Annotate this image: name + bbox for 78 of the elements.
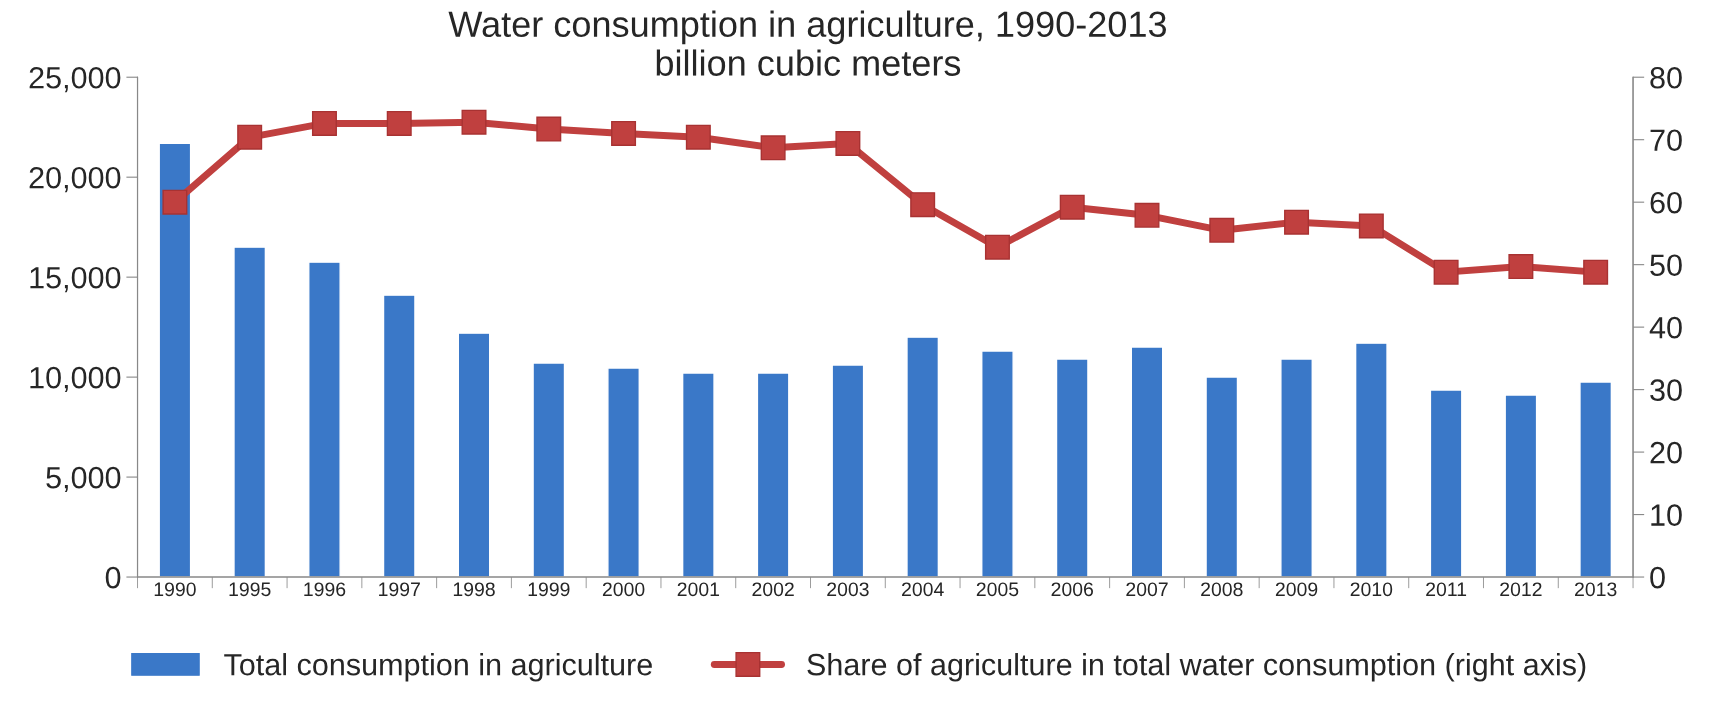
y-tick-label: 0 bbox=[105, 566, 121, 589]
point bbox=[760, 135, 786, 161]
bar bbox=[233, 246, 267, 578]
x-tick-label: 1996 bbox=[304, 582, 346, 597]
point bbox=[1209, 217, 1235, 243]
y2-tick-label: 80 bbox=[1650, 66, 1682, 89]
x-tick-label: 2010 bbox=[1350, 582, 1393, 597]
point bbox=[1508, 254, 1534, 280]
bar bbox=[906, 336, 940, 578]
y-tick-label: 25,000 bbox=[29, 66, 121, 93]
x-tick-label: 2006 bbox=[1051, 582, 1093, 597]
x-tick-label: 1995 bbox=[229, 582, 271, 597]
point bbox=[835, 130, 861, 156]
point bbox=[386, 110, 412, 136]
y-tick-label: 5,000 bbox=[46, 466, 121, 493]
point bbox=[1284, 209, 1310, 235]
bar bbox=[532, 362, 566, 578]
y2-tick-label: 40 bbox=[1649, 316, 1682, 339]
point bbox=[311, 110, 337, 136]
y2-tick-label: 30 bbox=[1650, 379, 1682, 401]
x-tick-label: 2013 bbox=[1575, 582, 1617, 597]
y2-tick-label: 10 bbox=[1651, 504, 1682, 526]
x-tick-label: 1997 bbox=[379, 582, 420, 597]
y2-tick-label: 70 bbox=[1650, 129, 1682, 152]
x-tick-label: 2007 bbox=[1126, 582, 1168, 597]
point bbox=[1134, 202, 1160, 228]
x-tick-label: 2009 bbox=[1275, 582, 1318, 597]
point bbox=[1358, 213, 1384, 239]
x-tick-label: 2012 bbox=[1500, 582, 1542, 597]
point bbox=[162, 189, 188, 215]
y-tick-label: 10,000 bbox=[30, 366, 121, 393]
y-tick-label: 20,000 bbox=[29, 166, 121, 193]
bar bbox=[1280, 358, 1313, 578]
bar bbox=[1130, 346, 1164, 578]
legend-label: Total consumption in agriculture bbox=[224, 653, 652, 682]
point bbox=[1433, 259, 1459, 285]
y2-tick-label: 0 bbox=[1650, 566, 1665, 589]
bar bbox=[1205, 376, 1239, 578]
bar bbox=[831, 364, 865, 578]
point bbox=[984, 234, 1010, 260]
x-tick-label: 1999 bbox=[528, 582, 570, 597]
bar bbox=[981, 350, 1014, 578]
x-tick-label: 2002 bbox=[752, 582, 794, 597]
x-tick-label: 1990 bbox=[154, 582, 196, 597]
x-tick-label: 1998 bbox=[453, 582, 495, 597]
bar bbox=[756, 372, 790, 578]
point bbox=[1583, 259, 1609, 285]
bar bbox=[382, 294, 416, 578]
chart-title: Water consumption in agriculture, 1990-2013 billion cubic meters bbox=[448, 10, 1166, 76]
x-tick-label: 2008 bbox=[1201, 582, 1243, 597]
x-tick-label: 2011 bbox=[1426, 582, 1467, 597]
bar bbox=[308, 261, 341, 578]
bar bbox=[607, 367, 640, 578]
y-tick-label: 15,000 bbox=[30, 266, 121, 293]
y2-tick-label: 50 bbox=[1650, 254, 1682, 277]
y2-tick-label: 20 bbox=[1650, 441, 1682, 464]
x-tick-label: 2000 bbox=[602, 582, 645, 597]
bar bbox=[158, 142, 192, 578]
point bbox=[611, 120, 637, 146]
x-tick-label: 2005 bbox=[976, 582, 1019, 597]
x-tick-label: 2004 bbox=[902, 582, 944, 597]
point bbox=[237, 124, 263, 150]
bar bbox=[457, 332, 491, 578]
x-tick-label: 2003 bbox=[827, 582, 869, 597]
bar bbox=[1055, 358, 1089, 578]
bar bbox=[681, 372, 715, 578]
point bbox=[1059, 194, 1085, 220]
bar bbox=[1504, 394, 1538, 578]
y2-tick-label: 60 bbox=[1650, 191, 1682, 214]
bar bbox=[1354, 342, 1388, 578]
bar bbox=[1429, 389, 1463, 578]
bar bbox=[1579, 381, 1613, 578]
legend-label: Share of agriculture in total water consumption (right axis) bbox=[807, 653, 1586, 682]
point bbox=[461, 109, 487, 135]
point bbox=[536, 116, 562, 142]
x-tick-label: 2001 bbox=[677, 582, 720, 597]
point bbox=[910, 192, 936, 218]
point bbox=[685, 124, 711, 150]
